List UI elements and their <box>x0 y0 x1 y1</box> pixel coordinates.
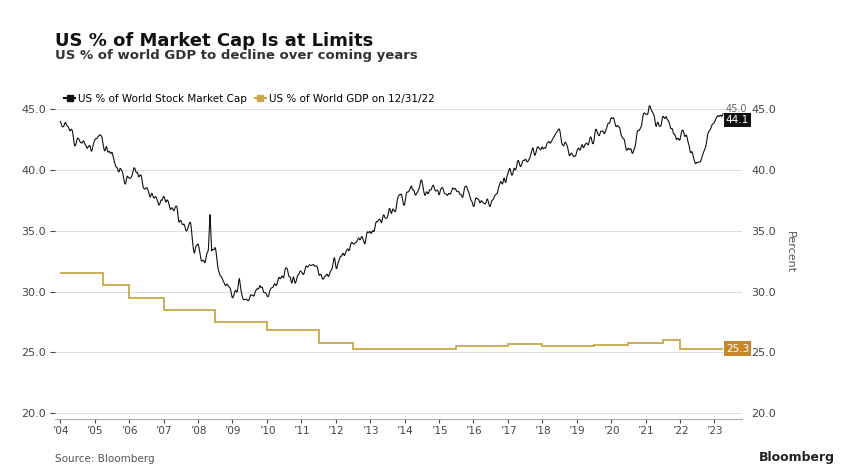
Text: US % of Market Cap Is at Limits: US % of Market Cap Is at Limits <box>55 32 373 50</box>
Text: US % of world GDP to decline over coming years: US % of world GDP to decline over coming… <box>55 49 418 63</box>
Text: 45.0: 45.0 <box>726 104 747 114</box>
Text: Bloomberg: Bloomberg <box>759 451 835 464</box>
Text: 25.3: 25.3 <box>726 344 749 354</box>
Y-axis label: Percent: Percent <box>785 231 795 273</box>
Text: 44.1: 44.1 <box>726 115 749 125</box>
Text: Source: Bloomberg: Source: Bloomberg <box>55 454 154 464</box>
Legend: US % of World Stock Market Cap, US % of World GDP on 12/31/22: US % of World Stock Market Cap, US % of … <box>60 90 438 108</box>
